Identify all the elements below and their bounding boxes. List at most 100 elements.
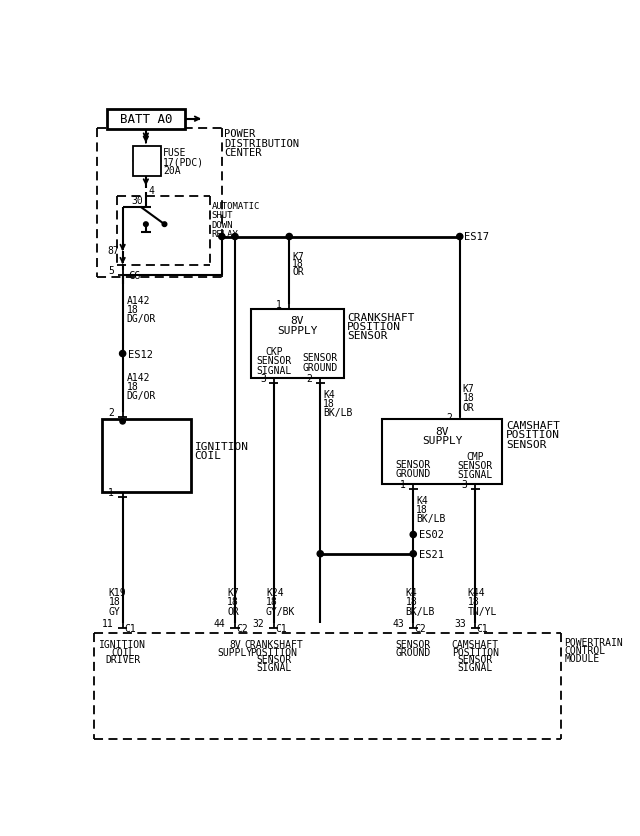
Text: C6: C6	[128, 271, 141, 281]
Text: 18: 18	[127, 381, 138, 391]
Circle shape	[120, 351, 125, 357]
Text: OR: OR	[463, 402, 475, 412]
Circle shape	[219, 234, 225, 240]
Text: GROUND: GROUND	[396, 647, 431, 657]
Text: RELAY: RELAY	[212, 230, 239, 238]
Text: IGNITION: IGNITION	[195, 441, 249, 451]
Text: 18: 18	[467, 597, 479, 607]
Text: MODULE: MODULE	[564, 653, 600, 663]
Bar	[102, 420, 191, 492]
Text: SUPPLY: SUPPLY	[422, 436, 463, 446]
Text: SUPPLY: SUPPLY	[276, 325, 317, 335]
Text: K4: K4	[406, 588, 417, 598]
Text: IGNITION: IGNITION	[99, 639, 146, 649]
Text: 11: 11	[102, 619, 113, 629]
Text: K4: K4	[417, 495, 428, 505]
Circle shape	[232, 234, 238, 240]
Bar	[134, 146, 161, 177]
Text: K7: K7	[292, 252, 304, 262]
Text: 18: 18	[266, 597, 278, 607]
Text: C2: C2	[415, 623, 426, 633]
Text: K7: K7	[463, 384, 475, 394]
Text: GY: GY	[109, 606, 120, 616]
Text: 2: 2	[108, 408, 114, 417]
Text: POSITION: POSITION	[250, 647, 297, 657]
Text: OR: OR	[292, 267, 304, 277]
Text: BK/LB: BK/LB	[406, 606, 435, 616]
Text: SIGNAL: SIGNAL	[458, 470, 493, 480]
Circle shape	[120, 419, 125, 425]
Text: POWER: POWER	[224, 130, 255, 139]
Text: CONTROL: CONTROL	[564, 645, 605, 655]
Text: SENSOR: SENSOR	[256, 655, 291, 665]
Text: DG/OR: DG/OR	[127, 314, 156, 324]
Text: 18: 18	[417, 504, 428, 514]
Text: BATT A0: BATT A0	[120, 113, 172, 126]
Text: ES21: ES21	[419, 549, 444, 559]
Text: POSITION: POSITION	[348, 321, 401, 331]
Text: K24: K24	[266, 588, 284, 598]
Text: 32: 32	[253, 619, 264, 629]
Text: 2: 2	[446, 412, 452, 422]
Circle shape	[410, 551, 417, 557]
Text: 87: 87	[107, 246, 119, 256]
Text: FUSE: FUSE	[163, 148, 186, 158]
Text: SENSOR: SENSOR	[506, 439, 547, 449]
Text: AUTOMATIC: AUTOMATIC	[212, 202, 260, 211]
Text: 18: 18	[109, 597, 120, 607]
Text: K44: K44	[467, 588, 485, 598]
Text: 18: 18	[127, 304, 138, 314]
Bar	[250, 309, 344, 379]
Text: 1: 1	[276, 300, 282, 310]
Text: COIL: COIL	[111, 647, 134, 657]
Text: TN/YL: TN/YL	[467, 606, 497, 616]
Text: CRANKSHAFT: CRANKSHAFT	[348, 312, 415, 322]
Text: 18: 18	[292, 259, 304, 269]
Bar	[382, 420, 502, 485]
Text: CAMSHAFT: CAMSHAFT	[506, 421, 560, 431]
Text: 4: 4	[148, 186, 154, 196]
Text: GY/BK: GY/BK	[266, 606, 296, 616]
Text: CAMSHAFT: CAMSHAFT	[452, 639, 499, 649]
Text: 3: 3	[260, 374, 266, 384]
Text: K4: K4	[323, 389, 335, 399]
Text: ES17: ES17	[463, 232, 488, 242]
Text: A142: A142	[127, 295, 150, 305]
Circle shape	[286, 234, 292, 240]
Text: DRIVER: DRIVER	[105, 655, 140, 665]
Bar	[107, 110, 184, 130]
Text: C1: C1	[477, 623, 488, 633]
Text: SENSOR: SENSOR	[458, 461, 493, 471]
Text: 18: 18	[227, 597, 239, 607]
Text: 20A: 20A	[163, 166, 180, 176]
Text: DG/OR: DG/OR	[127, 390, 156, 400]
Text: 18: 18	[406, 597, 417, 607]
Text: 5: 5	[108, 266, 114, 276]
Text: 17(PDC): 17(PDC)	[163, 157, 204, 167]
Text: 2: 2	[307, 374, 312, 384]
Text: GROUND: GROUND	[396, 468, 431, 478]
Text: K7: K7	[227, 588, 239, 598]
Text: ES02: ES02	[419, 530, 444, 540]
Text: C1: C1	[124, 623, 136, 633]
Text: SIGNAL: SIGNAL	[256, 662, 291, 672]
Circle shape	[457, 234, 463, 240]
Text: 1: 1	[399, 480, 406, 490]
Text: OR: OR	[227, 606, 239, 616]
Text: POSITION: POSITION	[452, 647, 499, 657]
Text: BK/LB: BK/LB	[323, 408, 353, 417]
Circle shape	[317, 551, 323, 557]
Text: 8V: 8V	[291, 316, 304, 326]
Text: POSITION: POSITION	[506, 430, 560, 440]
Text: SIGNAL: SIGNAL	[256, 365, 291, 375]
Text: SENSOR: SENSOR	[396, 639, 431, 649]
Text: DOWN: DOWN	[212, 221, 233, 229]
Text: GROUND: GROUND	[303, 362, 338, 372]
Text: SENSOR: SENSOR	[396, 459, 431, 469]
Text: 1: 1	[108, 487, 114, 497]
Text: 30: 30	[132, 196, 143, 206]
Text: 8V: 8V	[229, 639, 241, 649]
Text: COIL: COIL	[195, 451, 221, 461]
Text: 33: 33	[454, 619, 466, 629]
Text: CMP: CMP	[467, 451, 484, 461]
